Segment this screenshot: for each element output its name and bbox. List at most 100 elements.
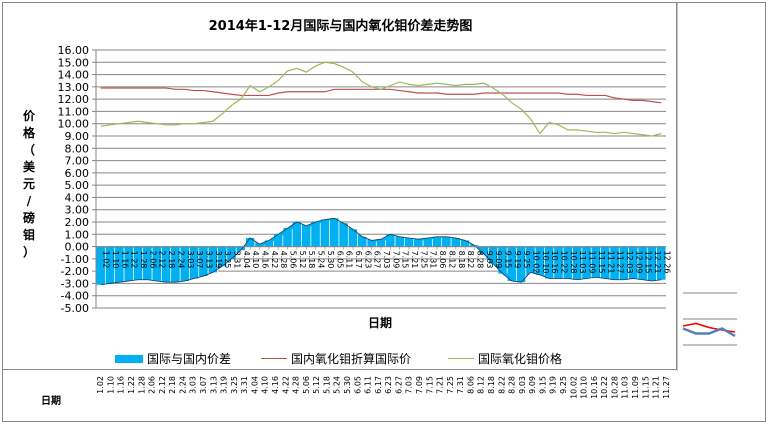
x-tick-label: 8.28 — [475, 251, 484, 269]
spread-bar — [245, 237, 255, 247]
y-tick-label: 16.00 — [58, 44, 90, 57]
x-tick-label: 11.03 — [578, 251, 587, 274]
side-chart-frame — [676, 2, 766, 422]
spread-bar — [395, 236, 404, 247]
bottom-date-label: 3.19 — [220, 376, 229, 394]
x-tick-label: 9.15 — [503, 251, 512, 269]
bottom-date-label: 7.15 — [425, 376, 434, 394]
x-tick-label: 12.15 — [644, 251, 653, 274]
bottom-date-label: 9.09 — [528, 376, 537, 394]
legend-item-domestic: 国内氧化钼折算国际价 — [261, 350, 411, 367]
bottom-date-label: 5.30 — [343, 376, 352, 394]
y-axis-label-char: 元 — [22, 177, 35, 191]
spread-bar — [610, 246, 619, 280]
spread-bar — [376, 239, 386, 247]
spread-bar — [152, 246, 161, 281]
x-tick-label: 12.21 — [653, 251, 662, 274]
legend-label-domestic: 国内氧化钼折算国际价 — [291, 352, 412, 366]
spread-bar — [488, 246, 498, 264]
x-tick-label: 4.28 — [279, 251, 288, 269]
spread-bar — [143, 246, 152, 280]
bottom-date-label: 9.03 — [518, 376, 527, 394]
spread-bar — [470, 245, 479, 247]
x-tick-label: 6.05 — [335, 251, 344, 269]
y-tick-label: 8.00 — [65, 142, 90, 155]
y-axis-label: 价格 （ 美元 / 磅钼 ） — [21, 108, 37, 261]
spread-bar — [124, 246, 133, 281]
bottom-date-label: 10.16 — [590, 376, 599, 399]
bottom-date-label: 1.28 — [137, 376, 146, 394]
spread-bar — [330, 218, 339, 247]
international-price-line — [100, 61, 662, 137]
x-tick-label: 6.27 — [373, 251, 382, 269]
legend-item-international: 国际氧化钼价格 — [448, 350, 562, 367]
x-tick-label: 11.15 — [597, 251, 606, 274]
bottom-date-label: 11.09 — [631, 376, 640, 399]
bottom-date-label: 7.03 — [405, 376, 414, 394]
bottom-date-label: 3.31 — [240, 376, 249, 394]
bottom-date-label: 1.10 — [106, 376, 115, 394]
chart-title: 2014年1-12月国际与国内氧化钼价差走势图 — [208, 19, 473, 34]
x-tick-label: 4.10 — [251, 251, 260, 269]
bottom-date-label: 6.11 — [364, 376, 373, 394]
bottom-date-label: 4.22 — [281, 376, 290, 394]
spread-bar — [171, 246, 180, 283]
spread-bar — [516, 246, 526, 283]
bottom-date-label: 7.31 — [456, 376, 465, 394]
x-tick-label: 8.18 — [457, 251, 466, 269]
bottom-date-label: 3.13 — [209, 376, 218, 394]
spread-bar — [442, 236, 451, 247]
spread-bar — [647, 246, 657, 281]
bottom-date-label: 2.06 — [148, 376, 157, 394]
spread-bar — [115, 246, 124, 283]
x-tick-label: 7.21 — [410, 251, 419, 269]
bottom-date-label: 1.22 — [127, 376, 136, 394]
x-tick-label: 1.22 — [130, 251, 139, 269]
y-tick-label: 7.00 — [65, 155, 90, 168]
spread-bar — [208, 246, 218, 273]
x-tick-label: 7.31 — [429, 251, 438, 269]
chart-frame: 2014年1-12月国际与国内氧化钼价差走势图 价格 （ 美元 / 磅钼 ） 日期 16.… — [2, 2, 677, 370]
spread-bar — [544, 246, 554, 279]
y-tick-label: 2.00 — [65, 216, 90, 229]
x-tick-label: 7.03 — [382, 251, 391, 269]
spread-bar — [133, 246, 143, 280]
y-axis-label-char: / — [26, 194, 32, 208]
spread-bar — [386, 234, 395, 247]
bottom-date-label: 3.07 — [199, 376, 208, 394]
spread-bar — [535, 246, 545, 275]
bottom-date-label: 10.02 — [569, 376, 578, 399]
y-tick-label: -3.00 — [61, 277, 89, 290]
bottom-date-label: 10.10 — [580, 376, 589, 399]
x-tick-label: 4.04 — [242, 251, 251, 269]
bottom-date-label: 4.28 — [292, 376, 301, 394]
spread-bar — [96, 246, 105, 285]
x-tick-label: 10.02 — [532, 251, 541, 274]
y-axis-label-char: （ — [22, 143, 35, 157]
bottom-date-label: 1.16 — [117, 376, 126, 394]
spread-bar — [414, 239, 423, 247]
x-tick-label: 4.16 — [261, 251, 270, 269]
bottom-date-label: 9.19 — [549, 376, 558, 394]
spread-bar — [657, 246, 666, 280]
bottom-date-label: 10.28 — [610, 376, 619, 399]
bottom-date-label: 10.22 — [600, 376, 609, 399]
bottom-date-label: 6.17 — [374, 376, 383, 394]
x-tick-label: 3.31 — [232, 251, 241, 269]
spread-bar — [423, 237, 432, 247]
date-row-label: 日期 — [41, 396, 61, 407]
spread-bar — [498, 246, 507, 274]
legend-swatch-spread — [115, 354, 143, 363]
bottom-date-label: 5.12 — [312, 376, 321, 394]
x-tick-label: 10.10 — [541, 251, 550, 274]
x-tick-label: 8.06 — [438, 251, 447, 269]
bottom-date-label: 4.16 — [271, 376, 280, 394]
y-axis-label-char: 钼 — [22, 228, 35, 242]
legend-item-spread: 国际与国内价差 — [115, 350, 231, 367]
spread-bar — [526, 246, 535, 273]
bottom-date-label: 9.25 — [559, 376, 568, 394]
spread-bar — [460, 240, 470, 247]
bottom-date-label: 8.22 — [497, 376, 506, 394]
bottom-date-label: 8.18 — [487, 376, 496, 394]
spread-bar — [367, 240, 376, 247]
